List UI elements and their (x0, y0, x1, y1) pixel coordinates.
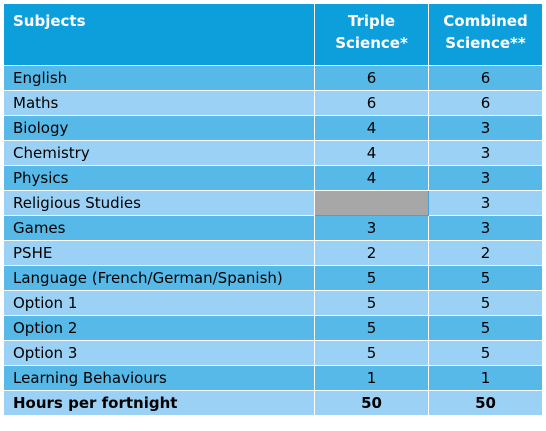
combined-hours-cell: 3 (428, 215, 543, 241)
total-triple-hours: 50 (314, 390, 429, 416)
combined-hours-cell: 3 (428, 165, 543, 191)
table-row: Option 2 5 5 (3, 315, 543, 341)
combined-hours-cell: 1 (428, 365, 543, 391)
table-row: Games 3 3 (3, 215, 543, 241)
subject-cell: Biology (3, 115, 315, 141)
table-header-row: Subjects Triple Science* Combined Scienc… (3, 3, 543, 66)
subject-cell: Religious Studies (3, 190, 315, 216)
triple-hours-cell: 1 (314, 365, 429, 391)
triple-hours-cell: 4 (314, 115, 429, 141)
triple-hours-cell: 5 (314, 340, 429, 366)
header-combined-line2: Science** (445, 34, 526, 52)
subject-cell: Option 3 (3, 340, 315, 366)
combined-hours-cell: 6 (428, 90, 543, 116)
subjects-hours-table: Subjects Triple Science* Combined Scienc… (3, 3, 543, 416)
subject-cell: Option 1 (3, 290, 315, 316)
subject-cell: Chemistry (3, 140, 315, 166)
triple-hours-cell: 2 (314, 240, 429, 266)
table-row: Chemistry 4 3 (3, 140, 543, 166)
subject-cell: English (3, 65, 315, 91)
triple-hours-blank-cell (314, 190, 429, 216)
table-row: Learning Behaviours 1 1 (3, 365, 543, 391)
triple-hours-cell: 3 (314, 215, 429, 241)
table-row: Option 3 5 5 (3, 340, 543, 366)
header-triple-line1: Triple (347, 12, 396, 30)
subject-cell: Learning Behaviours (3, 365, 315, 391)
triple-hours-cell: 6 (314, 65, 429, 91)
triple-hours-cell: 5 (314, 315, 429, 341)
table-row: Religious Studies 3 (3, 190, 543, 216)
table-row: Language (French/German/Spanish) 5 5 (3, 265, 543, 291)
combined-hours-cell: 5 (428, 290, 543, 316)
triple-hours-cell: 4 (314, 140, 429, 166)
header-subjects: Subjects (3, 3, 315, 66)
combined-hours-cell: 5 (428, 265, 543, 291)
triple-hours-cell: 5 (314, 265, 429, 291)
header-triple-line2: Science* (335, 34, 408, 52)
total-label: Hours per fortnight (3, 390, 315, 416)
triple-hours-cell: 5 (314, 290, 429, 316)
table-row: Biology 4 3 (3, 115, 543, 141)
header-triple-science: Triple Science* (314, 3, 429, 66)
combined-hours-cell: 5 (428, 315, 543, 341)
subject-cell: Language (French/German/Spanish) (3, 265, 315, 291)
triple-hours-cell: 6 (314, 90, 429, 116)
table-row: Physics 4 3 (3, 165, 543, 191)
triple-hours-cell: 4 (314, 165, 429, 191)
combined-hours-cell: 6 (428, 65, 543, 91)
header-combined-science: Combined Science** (428, 3, 543, 66)
combined-hours-cell: 5 (428, 340, 543, 366)
header-combined-line1: Combined (443, 12, 528, 30)
subject-cell: Maths (3, 90, 315, 116)
subjects-table-container: Subjects Triple Science* Combined Scienc… (3, 3, 543, 416)
table-row: PSHE 2 2 (3, 240, 543, 266)
table-row: English 6 6 (3, 65, 543, 91)
combined-hours-cell: 3 (428, 115, 543, 141)
subject-cell: PSHE (3, 240, 315, 266)
subject-cell: Games (3, 215, 315, 241)
combined-hours-cell: 2 (428, 240, 543, 266)
total-combined-hours: 50 (428, 390, 543, 416)
combined-hours-cell: 3 (428, 140, 543, 166)
table-row: Maths 6 6 (3, 90, 543, 116)
total-row: Hours per fortnight 50 50 (3, 390, 543, 416)
subject-cell: Option 2 (3, 315, 315, 341)
table-row: Option 1 5 5 (3, 290, 543, 316)
combined-hours-cell: 3 (428, 190, 543, 216)
subject-cell: Physics (3, 165, 315, 191)
